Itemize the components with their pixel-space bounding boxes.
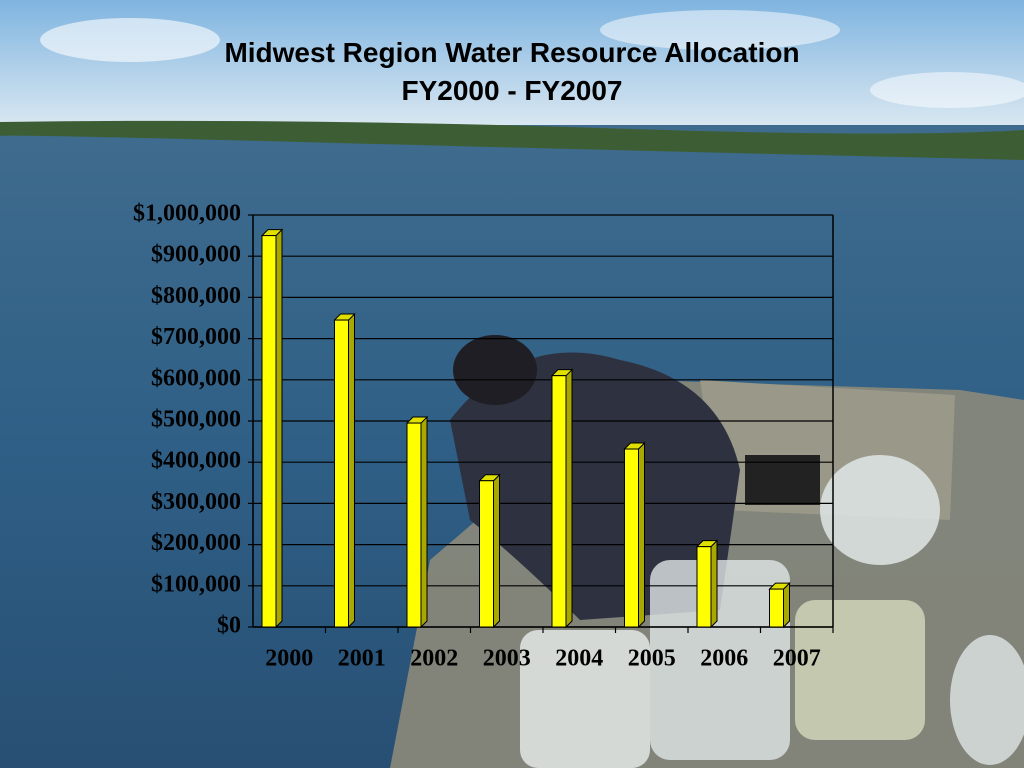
x-tick-label: 2003	[483, 646, 531, 672]
chart-title: Midwest Region Water Resource Allocation	[224, 37, 799, 68]
x-tick-label: 2002	[410, 646, 458, 672]
y-tick-label: $200,000	[151, 530, 241, 556]
x-tick-label: 2000	[265, 646, 313, 672]
y-tick-label: $600,000	[151, 365, 241, 391]
y-tick-label: $1,000,000	[133, 201, 241, 227]
y-tick-label: $100,000	[151, 571, 241, 597]
y-tick-label: $500,000	[151, 407, 241, 433]
x-tick-label: 2001	[338, 646, 386, 672]
bar	[551, 375, 567, 628]
x-tick-label: 2005	[628, 646, 676, 672]
bar-side	[420, 415, 428, 629]
y-tick-label: $300,000	[151, 489, 241, 515]
bar-side	[348, 312, 355, 629]
bar-side	[710, 539, 718, 629]
bar-side	[783, 581, 790, 629]
bar	[696, 546, 712, 628]
bar-side	[275, 228, 283, 629]
bar	[769, 588, 784, 628]
bar	[334, 319, 349, 628]
bar	[261, 235, 277, 628]
bar	[406, 422, 422, 628]
y-tick-label: $800,000	[151, 283, 241, 309]
x-tick-label: 2004	[555, 646, 603, 672]
y-tick-label: $700,000	[151, 324, 241, 350]
x-tick-label: 2007	[773, 646, 821, 672]
x-tick-label: 2006	[700, 646, 748, 672]
y-tick-label: $900,000	[151, 242, 241, 268]
chart-subtitle: FY2000 - FY2007	[401, 75, 622, 106]
bar-side	[493, 473, 500, 629]
bar	[624, 448, 639, 628]
bar-side	[638, 441, 645, 629]
y-tick-label: $0	[217, 613, 241, 639]
bar	[479, 480, 494, 628]
y-tick-label: $400,000	[151, 448, 241, 474]
bar-side	[565, 368, 573, 629]
